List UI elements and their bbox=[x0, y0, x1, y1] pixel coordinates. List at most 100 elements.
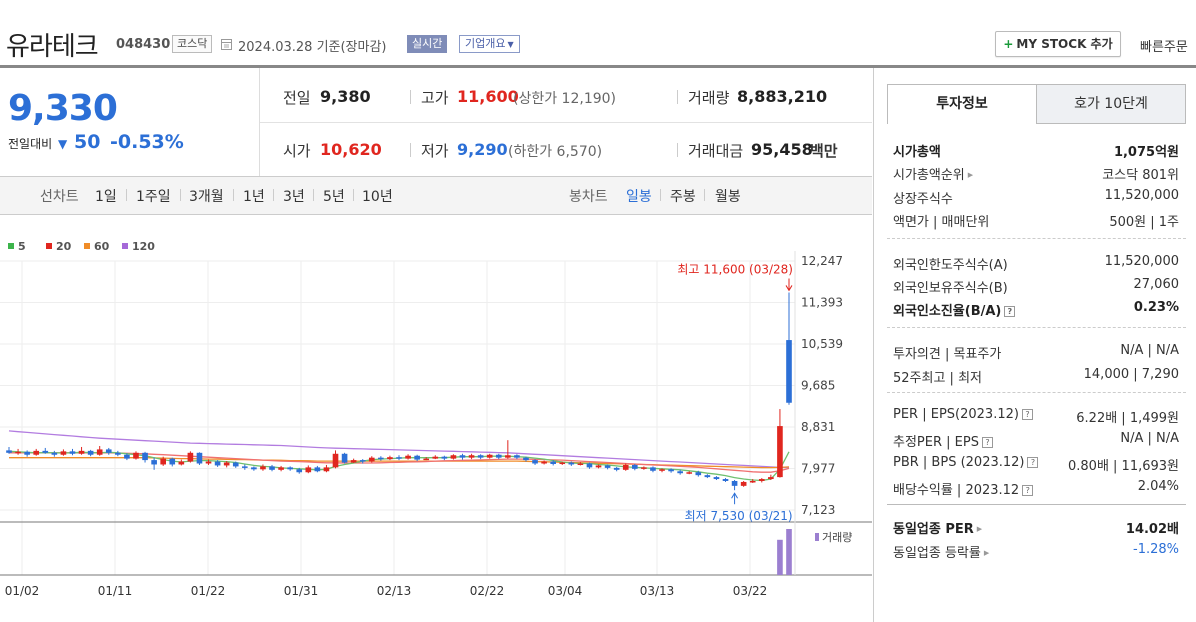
period-1w[interactable]: 1주일 bbox=[136, 189, 171, 205]
tab-orderbook[interactable]: 호가 10단계 bbox=[1036, 84, 1186, 124]
info-row[interactable]: 동일업종 등락률 ▶ -1.28% bbox=[893, 542, 1179, 562]
candle-body bbox=[24, 451, 30, 455]
info-row: 배당수익률 | 2023.12? 2.04% bbox=[893, 479, 1179, 499]
candle-body bbox=[677, 471, 683, 474]
info-row[interactable]: 동일업종 PER ▶ 14.02배 bbox=[893, 518, 1179, 538]
tab-investment-info[interactable]: 투자정보 bbox=[887, 84, 1037, 124]
trade-amount-label: 거래대금 bbox=[688, 142, 744, 160]
period-separator bbox=[273, 189, 274, 201]
date-text: 2024.03.28 기준(장마감) bbox=[238, 40, 387, 55]
candle-body bbox=[142, 452, 148, 461]
info-row[interactable]: 시가총액순위 ▶ 코스닥 801위 bbox=[893, 164, 1179, 184]
period-10y[interactable]: 10년 bbox=[362, 189, 393, 205]
period-1y[interactable]: 1년 bbox=[243, 189, 265, 205]
candle-body bbox=[495, 454, 502, 458]
candle-body bbox=[278, 467, 284, 470]
info-value: N/A | N/A bbox=[1120, 343, 1179, 358]
candle-monthly[interactable]: 월봉 bbox=[715, 189, 741, 205]
triangle-right-icon: ▶ bbox=[976, 525, 983, 533]
my-stock-add-button[interactable]: + MY STOCK 추가 bbox=[995, 31, 1121, 57]
candle-body bbox=[432, 456, 439, 459]
investment-panel bbox=[873, 68, 1196, 622]
triangle-right-icon: ▶ bbox=[967, 171, 974, 179]
quick-order-button[interactable]: 빠른주문 bbox=[1140, 36, 1188, 55]
info-row: 외국인소진율(B/A)? 0.23% bbox=[893, 300, 1179, 320]
help-icon[interactable]: ? bbox=[1004, 306, 1016, 317]
info-label: PER | EPS(2023.12)? bbox=[893, 407, 1033, 422]
info-value: 1,075억원 bbox=[1113, 145, 1179, 160]
high-label: 고가 bbox=[421, 89, 449, 107]
x-tick-label: 01/22 bbox=[191, 584, 226, 598]
legend-swatch-120 bbox=[122, 243, 128, 249]
period-separator bbox=[353, 189, 354, 201]
low-arrow-head bbox=[731, 492, 739, 499]
high-value: 11,600 bbox=[457, 87, 519, 106]
ma20-line bbox=[9, 452, 790, 473]
candle-body bbox=[532, 460, 538, 464]
period-separator bbox=[704, 189, 705, 201]
low-annotation: 최저 7,530 (03/21) bbox=[685, 509, 793, 523]
help-icon[interactable]: ? bbox=[1021, 409, 1033, 420]
candle-body bbox=[405, 455, 411, 459]
y-tick-label: 9,685 bbox=[801, 379, 835, 393]
info-row: 52주최고 | 최저 14,000 | 7,290 bbox=[893, 367, 1179, 387]
info-divider bbox=[887, 392, 1186, 393]
overview-label: 기업개요 bbox=[465, 37, 506, 50]
help-icon[interactable]: ? bbox=[981, 437, 993, 448]
candle-body bbox=[768, 477, 774, 480]
candle-body bbox=[731, 480, 738, 486]
x-tick-label: 01/31 bbox=[284, 584, 319, 598]
candle-body bbox=[668, 469, 674, 472]
period-1d[interactable]: 1일 bbox=[95, 189, 117, 205]
candle-weekly[interactable]: 주봉 bbox=[670, 189, 696, 205]
candle-body bbox=[115, 452, 121, 455]
info-label-text: 시가총액순위 bbox=[893, 168, 965, 183]
candle-body bbox=[441, 456, 448, 459]
candle-body bbox=[332, 453, 339, 468]
overview-button[interactable]: 기업개요 ▼ bbox=[459, 35, 520, 53]
candle-body bbox=[777, 426, 783, 478]
info-value: 2.04% bbox=[1137, 479, 1179, 494]
candle-body bbox=[459, 455, 466, 458]
help-icon[interactable]: ? bbox=[1027, 457, 1039, 468]
candle-daily[interactable]: 일봉 bbox=[626, 189, 652, 205]
period-3y[interactable]: 3년 bbox=[283, 189, 305, 205]
price-box bbox=[0, 68, 260, 176]
candle-body bbox=[69, 451, 76, 454]
low-value: 9,290 bbox=[457, 140, 508, 159]
period-5y[interactable]: 5년 bbox=[323, 189, 345, 205]
info-row: 시가총액 1,075억원 bbox=[893, 141, 1179, 161]
info-value: 500원 | 1주 bbox=[1109, 215, 1179, 230]
header-divider bbox=[0, 65, 1196, 68]
info-divider bbox=[887, 504, 1186, 505]
change-amount: 50 bbox=[74, 131, 101, 153]
period-3m[interactable]: 3개월 bbox=[189, 189, 224, 205]
candle-body bbox=[214, 461, 221, 466]
x-tick-label: 03/04 bbox=[548, 584, 583, 598]
info-divider bbox=[887, 327, 1186, 328]
price-chart[interactable]: 5 20 60 120 12,247 11,393 10,539 9,685 8,831 7,97… bbox=[0, 230, 872, 622]
info-label: 액면가 | 매매단위 bbox=[893, 211, 989, 230]
market-badge: 코스닥 bbox=[172, 35, 213, 53]
lower-limit-text: (하한가 6,570) bbox=[508, 144, 603, 160]
candle-body bbox=[6, 450, 12, 453]
candle-body bbox=[242, 466, 248, 468]
stats-separator bbox=[677, 143, 678, 157]
legend-label-20: 20 bbox=[56, 240, 72, 253]
candle-body bbox=[568, 462, 575, 465]
candle-body bbox=[169, 458, 176, 465]
info-label: 상장주식수 bbox=[893, 188, 953, 207]
help-icon[interactable]: ? bbox=[1022, 485, 1034, 496]
x-tick-label: 02/22 bbox=[470, 584, 505, 598]
realtime-button[interactable]: 실시간 bbox=[407, 35, 448, 53]
info-value: 14,000 | 7,290 bbox=[1083, 367, 1179, 382]
candle-body bbox=[341, 453, 348, 463]
trade-amount-value: 95,458 bbox=[751, 140, 813, 159]
candle-body bbox=[196, 452, 203, 464]
info-row: 상장주식수 11,520,000 bbox=[893, 188, 1179, 208]
plus-icon: + bbox=[1003, 37, 1014, 51]
legend-swatch-60 bbox=[84, 243, 90, 249]
info-label: 외국인보유주식수(B) bbox=[893, 277, 1008, 296]
legend-swatch-20 bbox=[46, 243, 52, 249]
x-tick-label: 01/11 bbox=[98, 584, 133, 598]
